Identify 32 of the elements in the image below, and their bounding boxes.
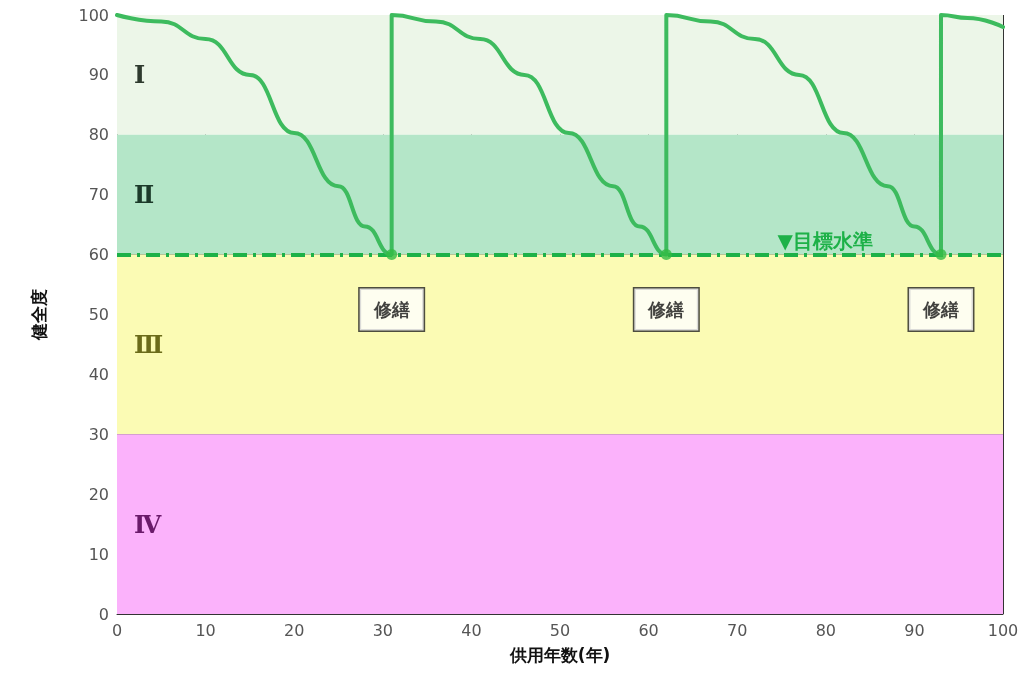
y-tick-label: 70 xyxy=(88,185,109,205)
y-tick-label: 100 xyxy=(78,5,109,25)
y-tick-label: 60 xyxy=(88,245,109,265)
annotation: 修繕 xyxy=(921,299,959,321)
y-tick-label: 90 xyxy=(88,65,109,85)
x-tick-label: 100 xyxy=(987,620,1019,640)
band-label: Ⅳ xyxy=(134,509,162,539)
y-tick-label: 0 xyxy=(98,604,109,624)
annotation: 修繕 xyxy=(372,299,410,321)
y-tick-label: 40 xyxy=(88,364,109,384)
x-tick-label: 60 xyxy=(638,620,659,640)
y-tick-label: 20 xyxy=(88,484,109,504)
x-tick-label: 50 xyxy=(549,620,571,640)
x-axis-title: 供用年数(年) xyxy=(508,644,611,665)
y-tick-label: 80 xyxy=(88,125,109,145)
band-label: Ⅱ xyxy=(134,180,155,210)
x-tick-label: 0 xyxy=(111,620,123,640)
y-tick-label: 30 xyxy=(88,424,109,444)
y-tick-label: 10 xyxy=(88,544,109,564)
band-label: Ⅰ xyxy=(134,60,146,90)
x-tick-label: 80 xyxy=(815,620,836,640)
y-axis-title: 健全度 xyxy=(28,289,49,341)
x-tick-label: 10 xyxy=(195,620,216,640)
x-tick-label: 70 xyxy=(727,620,748,640)
ref-line-label: ▼目標水準 xyxy=(777,228,873,253)
x-tick-label: 20 xyxy=(284,620,305,640)
y-tick-label: 50 xyxy=(88,305,109,324)
x-tick-label: 40 xyxy=(461,620,482,640)
x-tick-label: 30 xyxy=(372,620,393,640)
band-label: Ⅲ xyxy=(134,329,164,359)
annotation: 修繕 xyxy=(647,299,685,321)
x-tick-label: 90 xyxy=(904,620,925,640)
